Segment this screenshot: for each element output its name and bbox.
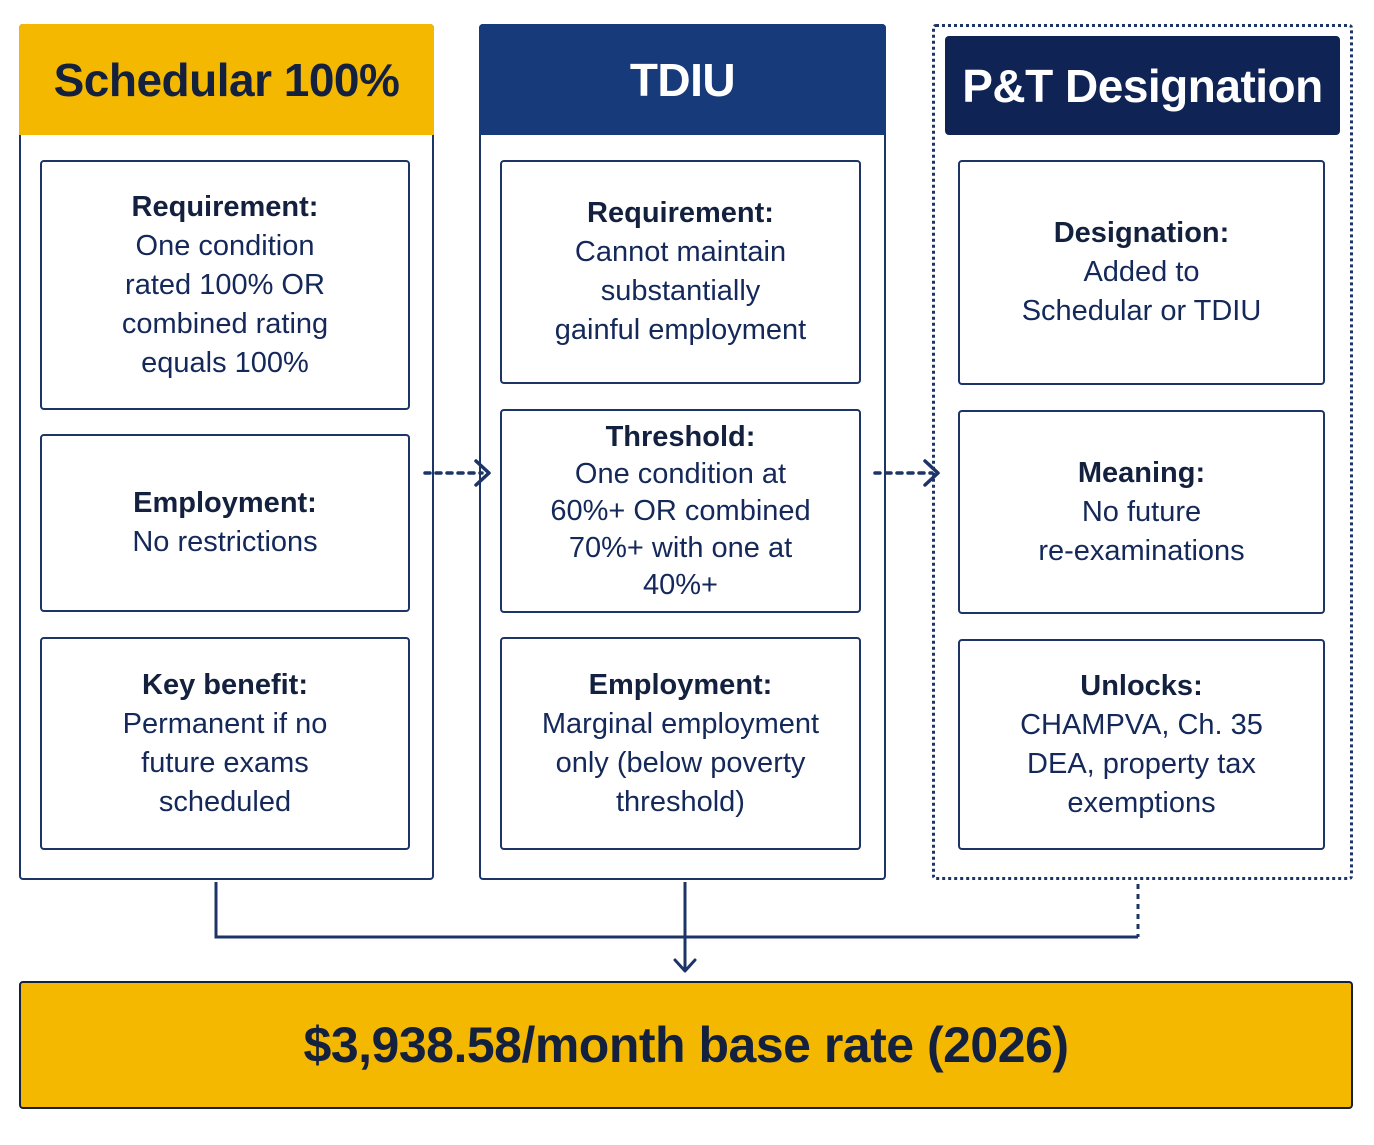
card-label: Unlocks:: [1080, 669, 1203, 702]
schedular-requirement-card: Requirement: One condition rated 100% OR…: [40, 160, 410, 410]
tdiu-header: TDIU: [479, 24, 886, 135]
tdiu-employment-card: Employment: Marginal employment only (be…: [500, 637, 861, 850]
schedular-employment-card: Employment: No restrictions: [40, 434, 410, 612]
card-body: No future re-examinations: [1038, 495, 1245, 567]
pt-designation-header: P&T Designation: [945, 36, 1340, 135]
card-body: CHAMPVA, Ch. 35 DEA, property tax exempt…: [1020, 708, 1263, 819]
card-body: Added to Schedular or TDIU: [1021, 256, 1262, 327]
card-body: Marginal employment only (below poverty …: [541, 707, 820, 818]
pt-designation-card: Designation: Added to Schedular or TDIU: [958, 160, 1325, 385]
tdiu-requirement-card: Requirement: Cannot maintain substantial…: [500, 160, 861, 384]
dotted-arrow-icon: [873, 459, 940, 487]
card-body: No restrictions: [132, 526, 318, 558]
card-label: Meaning:: [1077, 456, 1206, 489]
card-label: Threshold:: [605, 420, 756, 453]
card-body: Permanent if no future exams scheduled: [122, 707, 328, 818]
card-label: Key benefit:: [142, 668, 308, 701]
schedular-100-header: Schedular 100%: [19, 24, 434, 135]
card-body: Cannot maintain substantially gainful em…: [554, 236, 807, 346]
pt-unlocks-card: Unlocks: CHAMPVA, Ch. 35 DEA, property t…: [958, 639, 1325, 850]
card-body: One condition at 60%+ OR combined 70%+ w…: [550, 457, 811, 601]
pt-meaning-card: Meaning: No future re-examinations: [958, 410, 1325, 614]
card-label: Employment:: [588, 668, 773, 701]
schedular-connector-line: [214, 882, 1000, 939]
base-rate-bar: $3,938.58/month base rate (2026): [19, 981, 1353, 1109]
tdiu-threshold-card: Threshold: One condition at 60%+ OR comb…: [500, 409, 861, 613]
card-label: Designation:: [1053, 217, 1230, 249]
card-label: Requirement:: [131, 190, 319, 223]
schedular-key-benefit-card: Key benefit: Permanent if no future exam…: [40, 637, 410, 850]
dotted-arrow-icon: [423, 459, 491, 487]
card-label: Requirement:: [587, 197, 774, 229]
down-arrow-icon: [673, 882, 697, 973]
card-body: One condition rated 100% OR combined rat…: [121, 229, 329, 379]
card-label: Employment:: [133, 487, 317, 519]
